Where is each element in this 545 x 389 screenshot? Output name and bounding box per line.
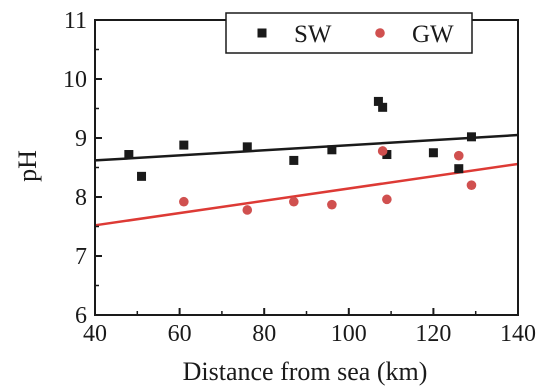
fit-line-gw: [94, 162, 519, 227]
legend-label-gw: GW: [412, 21, 454, 48]
x-tick-label: 140: [500, 321, 536, 347]
data-point-sw: [373, 96, 383, 106]
y-tick-label: 8: [75, 185, 87, 211]
data-points: [124, 96, 477, 215]
x-tick-label: 120: [415, 321, 451, 347]
legend: SW GW: [225, 12, 473, 54]
x-tick-label: 80: [252, 321, 276, 347]
data-point-sw: [124, 150, 134, 160]
x-axis-title: Distance from sea (km): [183, 357, 428, 386]
legend-box: [225, 12, 473, 54]
y-tick-label: 10: [63, 67, 87, 93]
fit-line-sw: [94, 133, 519, 162]
data-point-sw: [378, 102, 388, 112]
data-point-sw: [242, 142, 252, 152]
data-point-sw: [289, 155, 299, 165]
data-point-sw: [137, 171, 147, 181]
data-point-gw: [466, 180, 477, 190]
data-point-gw: [453, 150, 464, 161]
y-tick-label: 6: [75, 303, 87, 329]
y-tick-label: 9: [75, 126, 87, 152]
fit-lines: [94, 133, 519, 227]
data-point-sw: [454, 164, 464, 174]
data-point-gw: [179, 196, 189, 207]
x-tick-label: 40: [83, 321, 107, 347]
data-point-sw: [466, 132, 476, 142]
data-point-sw: [382, 150, 392, 160]
data-point-gw: [289, 196, 299, 207]
data-point-gw: [242, 205, 253, 215]
x-tick-label: 60: [168, 321, 192, 347]
data-point-sw: [327, 145, 337, 155]
axes: 40 60 80 100 120 140 6 7 8 9 10 11: [63, 8, 536, 347]
data-point-gw: [382, 194, 392, 205]
y-tick-label: 7: [75, 244, 87, 270]
x-tick-label: 100: [331, 321, 367, 347]
legend-marker-sw: [257, 28, 267, 38]
data-point-sw: [179, 140, 189, 150]
y-tick-label: 11: [64, 8, 87, 34]
data-point-sw: [428, 148, 438, 158]
legend-label-sw: SW: [294, 21, 332, 48]
data-point-gw: [377, 146, 388, 156]
data-point-gw: [327, 199, 337, 210]
y-axis-title: pH: [13, 150, 42, 182]
legend-marker-gw: [375, 28, 385, 38]
